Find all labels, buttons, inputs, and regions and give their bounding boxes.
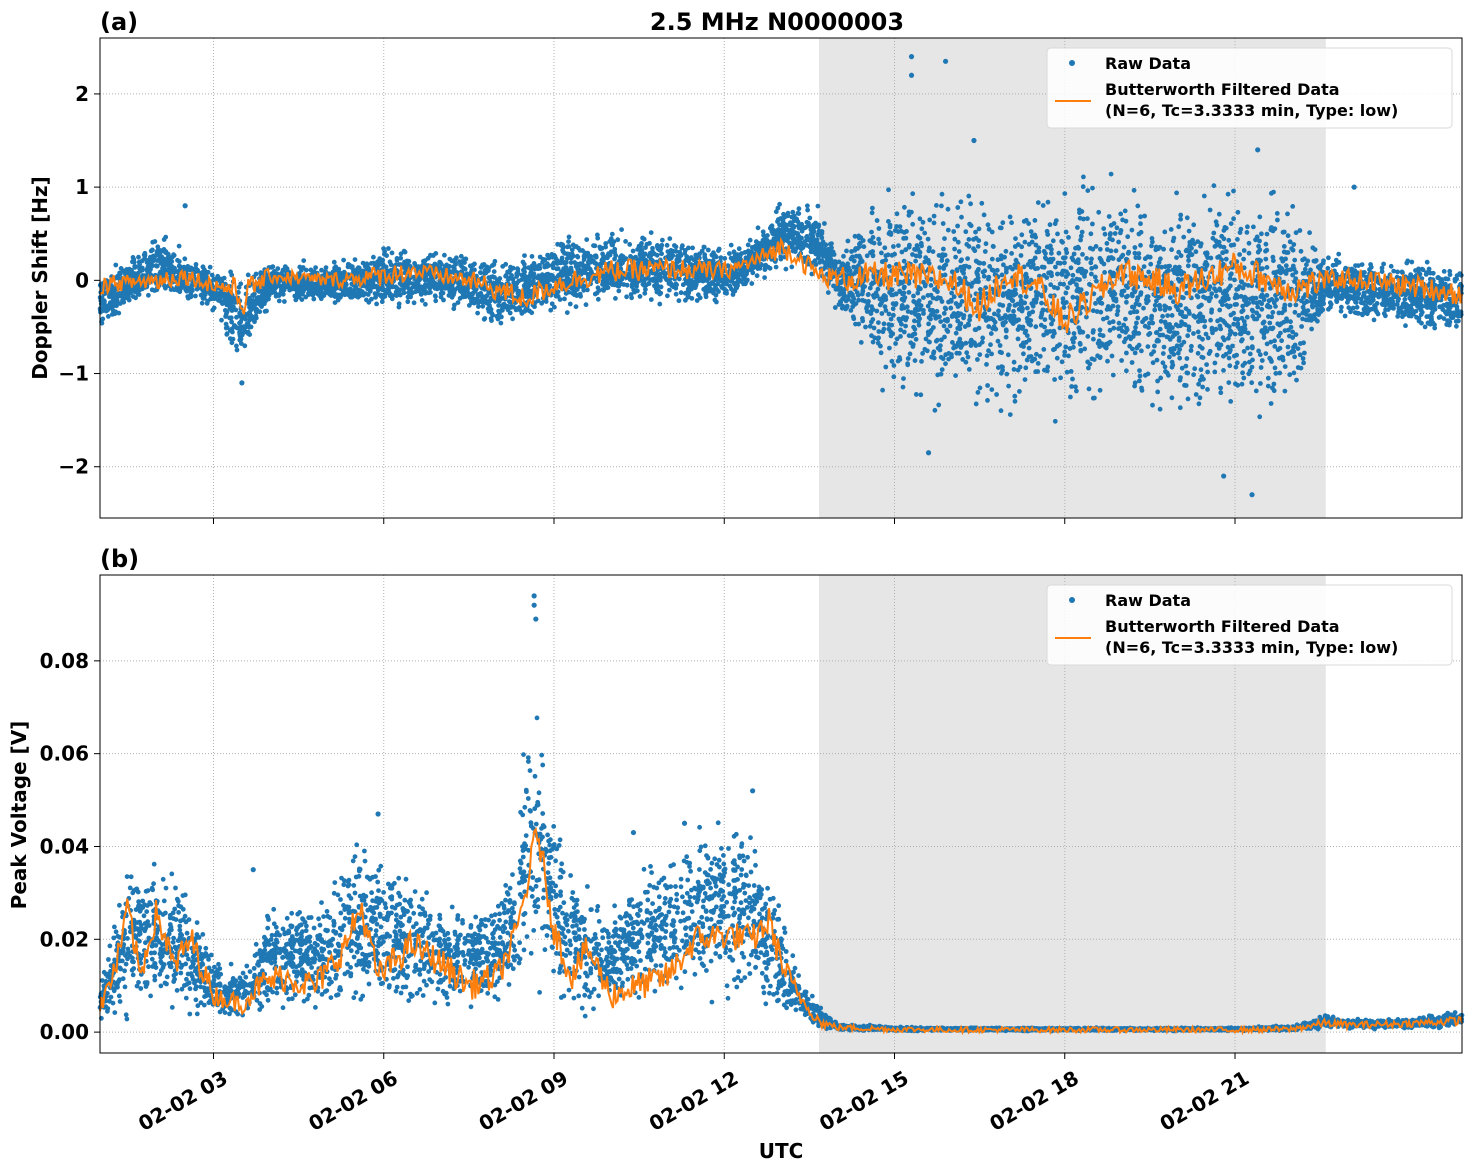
raw-outlier-point-2 bbox=[533, 616, 539, 622]
raw-outlier-point-4 bbox=[750, 788, 756, 794]
panel-b-y-axis-label: Peak Voltage [V] bbox=[7, 721, 31, 910]
raw-outlier-point-7 bbox=[1221, 473, 1227, 479]
panel-a-legend-raw-marker bbox=[1069, 60, 1075, 66]
panel-a-legend-raw-label: Raw Data bbox=[1105, 54, 1191, 73]
panel-a-legend-box bbox=[1046, 47, 1453, 129]
panel-b-voltage: 0.000.020.040.060.08 02-02 03 02-02 06 02-… bbox=[7, 545, 1465, 1136]
panel-a-frame bbox=[99, 37, 1463, 519]
panel-a-legend-filtered-label: Butterworth Filtered Data bbox=[1105, 80, 1340, 99]
x-tick-label-3: 02-02 12 bbox=[645, 1066, 743, 1136]
panel-a-raw-points bbox=[97, 54, 1464, 498]
panel-a-legend: Raw Data Butterworth Filtered Data (N=6,… bbox=[1046, 47, 1453, 129]
raw-outlier-point-2 bbox=[908, 72, 915, 78]
raw-outlier-point-8 bbox=[925, 450, 932, 456]
panel-b-x-ticks: 02-02 03 02-02 06 02-02 09 02-02 12 02-02 15… bbox=[134, 1053, 1253, 1136]
y-tick-label-0: −2 bbox=[58, 455, 89, 479]
raw-outlier-point-1 bbox=[942, 58, 949, 64]
panel-b-label: (b) bbox=[100, 545, 139, 573]
raw-outlier-point-10 bbox=[182, 203, 188, 209]
figure-title: 2.5 MHz N0000003 bbox=[650, 8, 904, 36]
panel-b-frame bbox=[99, 574, 1463, 1054]
raw-outlier-point-6 bbox=[375, 811, 381, 817]
panel-a-legend-filtered-params: (N=6, Tc=3.3333 min, Type: low) bbox=[1105, 101, 1398, 120]
raw-outlier-point-3 bbox=[971, 137, 977, 144]
raw-outlier-point-5 bbox=[1351, 184, 1357, 190]
y-tick-label-1: 0.02 bbox=[40, 927, 89, 951]
panel-a-x-ticks bbox=[213, 518, 1236, 524]
raw-outlier-point-0 bbox=[908, 54, 915, 60]
y-tick-label-3: 0.06 bbox=[40, 742, 89, 766]
panel-a-label: (a) bbox=[100, 8, 138, 36]
y-tick-label-1: −1 bbox=[58, 362, 89, 386]
y-tick-label-0: 0.00 bbox=[40, 1020, 89, 1044]
panel-b-legend-raw-marker bbox=[1069, 597, 1075, 603]
y-tick-label-4: 0.08 bbox=[40, 649, 89, 673]
panel-a-filtered-line bbox=[99, 236, 1463, 333]
panel-b-legend-box bbox=[1046, 584, 1453, 666]
panel-b-legend-filtered-params: (N=6, Tc=3.3333 min, Type: low) bbox=[1105, 638, 1398, 657]
raw-outlier-point-4 bbox=[1255, 147, 1261, 153]
y-tick-label-4: 2 bbox=[75, 82, 89, 106]
x-tick-label-0: 02-02 03 bbox=[134, 1066, 232, 1136]
raw-outlier-point-9 bbox=[239, 380, 245, 386]
y-tick-label-2: 0.04 bbox=[40, 834, 89, 858]
x-tick-label-4: 02-02 15 bbox=[815, 1066, 913, 1136]
panel-a-doppler: −2 −1 0 1 2 (a) Doppler Shift [Hz] Raw Data … bbox=[28, 8, 1464, 524]
panel-a-y-axis-label: Doppler Shift [Hz] bbox=[28, 176, 52, 380]
raw-outlier-point-6 bbox=[1249, 492, 1255, 498]
panel-b-filtered-line bbox=[99, 826, 1463, 1036]
raw-outlier-point-3 bbox=[681, 820, 688, 826]
y-tick-label-3: 1 bbox=[75, 175, 89, 199]
panel-b-legend: Raw Data Butterworth Filtered Data (N=6,… bbox=[1046, 584, 1453, 666]
y-tick-label-2: 0 bbox=[75, 268, 89, 292]
raw-outlier-point-1 bbox=[531, 602, 537, 608]
raw-outlier-point-5 bbox=[630, 829, 637, 836]
raw-outlier-point-7 bbox=[250, 867, 256, 873]
panel-b-legend-raw-label: Raw Data bbox=[1105, 591, 1191, 610]
x-tick-label-5: 02-02 18 bbox=[985, 1066, 1083, 1136]
x-tick-label-2: 02-02 09 bbox=[475, 1066, 573, 1136]
x-tick-label-6: 02-02 21 bbox=[1156, 1066, 1254, 1136]
raw-outlier-point-0 bbox=[531, 593, 537, 599]
panel-a-y-ticks: −2 −1 0 1 2 bbox=[58, 82, 100, 479]
panel-b-y-ticks: 0.00 0.02 0.04 0.06 0.08 bbox=[40, 649, 100, 1044]
x-axis-label: UTC bbox=[759, 1139, 804, 1163]
raw-point-cloud bbox=[97, 171, 1464, 424]
x-tick-label-1: 02-02 06 bbox=[304, 1066, 402, 1136]
panel-b-legend-filtered-label: Butterworth Filtered Data bbox=[1105, 617, 1340, 636]
